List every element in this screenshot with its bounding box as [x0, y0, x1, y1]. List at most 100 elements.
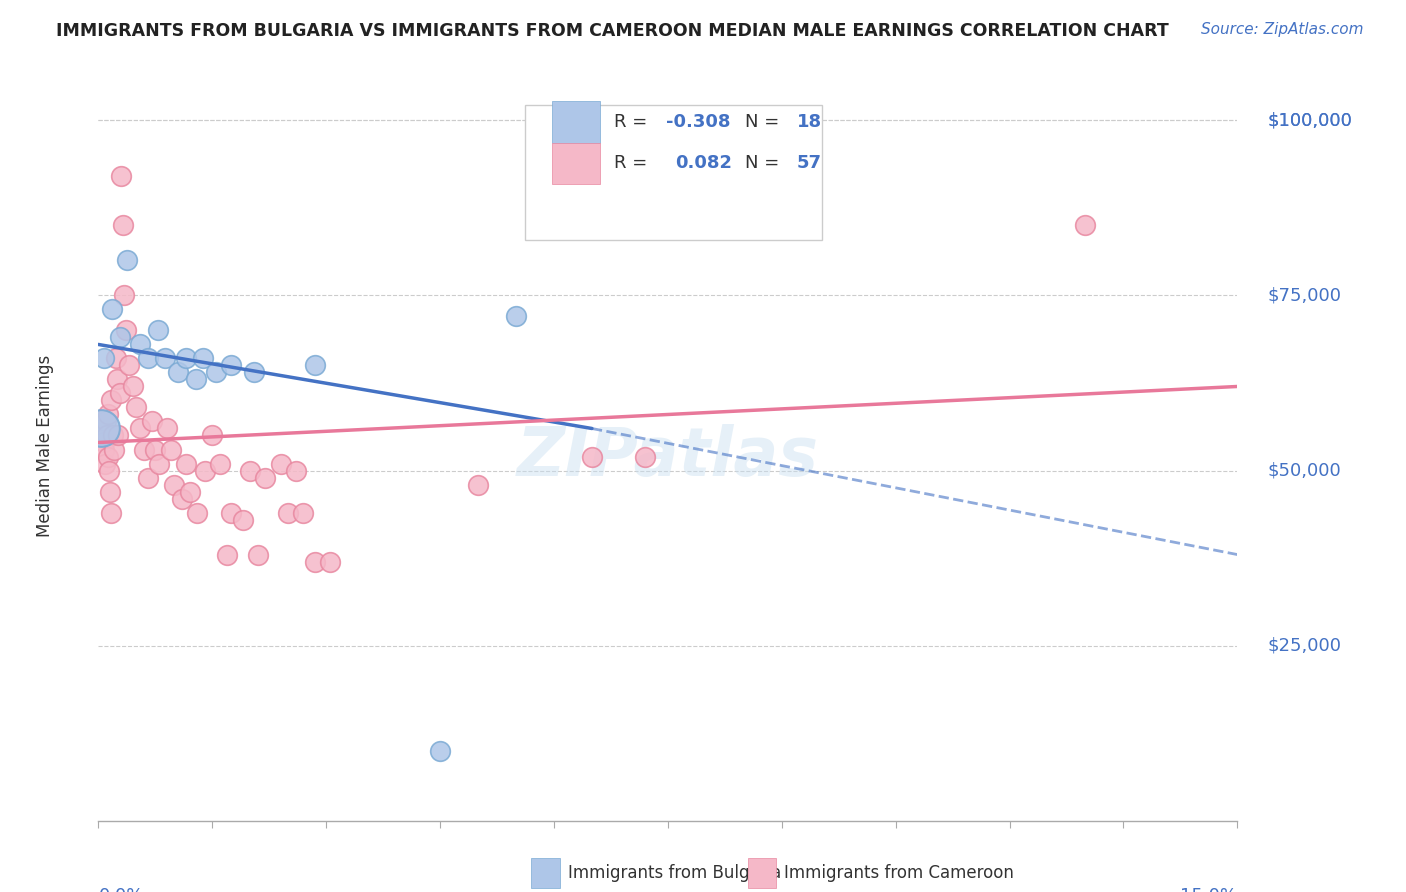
Point [108, 386, 131, 401]
Point [111, 219, 134, 233]
Text: Immigrants from Bulgaria: Immigrants from Bulgaria [568, 864, 780, 882]
Text: Median Male Earnings: Median Male Earnings [37, 355, 55, 537]
Point [136, 351, 159, 366]
Point [105, 372, 128, 386]
Point [129, 421, 152, 435]
Point [96, 428, 118, 442]
Point [90, 421, 112, 435]
Point [277, 506, 299, 520]
Point [129, 337, 152, 351]
Text: Source: ZipAtlas.com: Source: ZipAtlas.com [1201, 22, 1364, 37]
Point [179, 484, 201, 499]
Point [254, 470, 277, 484]
Point [108, 330, 131, 344]
Point [145, 442, 167, 457]
Point [304, 359, 326, 373]
Point [159, 442, 181, 457]
Text: $25,000: $25,000 [1268, 637, 1341, 655]
Point [634, 450, 657, 464]
Point [103, 442, 125, 457]
Point [167, 366, 190, 380]
Text: R =: R = [614, 153, 659, 172]
Text: -0.308: -0.308 [665, 112, 730, 130]
Point [121, 379, 143, 393]
Point [284, 463, 307, 477]
Point [91, 421, 114, 435]
Point [98, 463, 121, 477]
Point [217, 548, 239, 562]
Text: 15.0%: 15.0% [1180, 888, 1237, 892]
Point [146, 323, 169, 337]
Point [100, 506, 122, 520]
Text: $75,000: $75,000 [1268, 286, 1341, 304]
Point [94, 457, 117, 471]
Text: $100,000: $100,000 [1268, 112, 1353, 129]
FancyBboxPatch shape [551, 143, 599, 184]
Text: 18: 18 [797, 112, 821, 130]
Text: 0.082: 0.082 [675, 153, 731, 172]
Point [93, 351, 115, 366]
Point [107, 428, 129, 442]
Text: R =: R = [614, 112, 654, 130]
Point [98, 484, 121, 499]
Point [319, 555, 342, 569]
Point [194, 463, 217, 477]
Point [205, 366, 228, 380]
Point [243, 366, 266, 380]
Point [184, 372, 207, 386]
Point [141, 415, 163, 429]
FancyBboxPatch shape [551, 102, 599, 143]
FancyBboxPatch shape [526, 105, 821, 240]
Point [208, 457, 231, 471]
Point [239, 463, 262, 477]
Point [101, 428, 124, 442]
Point [174, 457, 197, 471]
Point [136, 470, 159, 484]
Point [246, 548, 269, 562]
FancyBboxPatch shape [531, 858, 560, 888]
Text: N =: N = [745, 153, 786, 172]
Point [467, 477, 489, 491]
Text: $100,000: $100,000 [1268, 112, 1353, 129]
Point [292, 506, 315, 520]
Text: N =: N = [745, 112, 786, 130]
Point [201, 428, 224, 442]
Point [156, 421, 179, 435]
Point [93, 435, 115, 450]
Point [94, 415, 117, 429]
Point [97, 408, 120, 422]
Point [148, 457, 170, 471]
Text: 0.0%: 0.0% [98, 888, 143, 892]
Text: Immigrants from Cameroon: Immigrants from Cameroon [785, 864, 1014, 882]
Text: $50,000: $50,000 [1268, 461, 1341, 480]
Point [304, 555, 326, 569]
Point [117, 253, 139, 268]
Point [193, 351, 215, 366]
Point [1074, 219, 1097, 233]
Point [174, 351, 197, 366]
Point [581, 450, 603, 464]
Point [110, 169, 132, 184]
Point [118, 359, 141, 373]
Point [125, 401, 148, 415]
FancyBboxPatch shape [748, 858, 776, 888]
Point [100, 393, 122, 408]
Point [112, 288, 135, 302]
Point [101, 302, 124, 317]
Point [221, 506, 243, 520]
Point [170, 491, 193, 506]
Point [186, 506, 208, 520]
Text: ZIPatlas: ZIPatlas [517, 424, 818, 490]
Point [505, 310, 527, 324]
Point [221, 359, 243, 373]
Point [114, 323, 136, 337]
Point [163, 477, 186, 491]
Point [96, 450, 118, 464]
Point [132, 442, 155, 457]
Point [232, 512, 254, 526]
Point [270, 457, 292, 471]
Point [104, 351, 127, 366]
Point [93, 442, 115, 457]
Point [155, 351, 177, 366]
Point [429, 743, 451, 757]
